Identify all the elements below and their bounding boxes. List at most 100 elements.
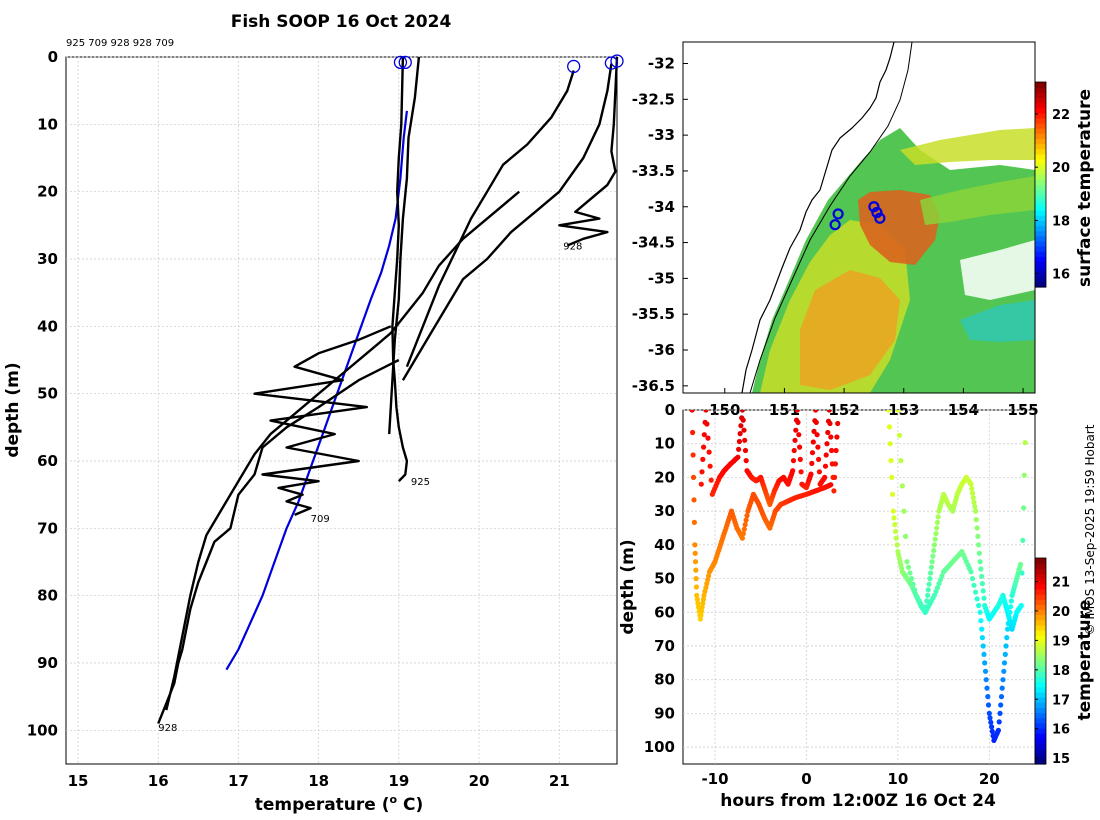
section-point [1017,561,1024,568]
section-point [736,438,743,445]
section-point [902,533,909,540]
temp-colorbar-swatch [1035,573,1046,580]
x-tick-label: 18 [308,772,329,790]
section-point [695,604,702,610]
profile-line-warm [558,56,619,247]
station-marker [868,201,880,213]
y-tick-label: 100 [27,721,58,739]
section-point [891,515,897,521]
lat-tick-label: -33.5 [632,162,675,180]
profile-line-warm2 [405,70,575,368]
y-tick-label: 20 [37,183,58,201]
profile-line-928b [165,190,520,711]
section-point [989,728,995,735]
sst-colorbar-tick-label: 20 [1052,161,1070,176]
section-point [979,573,985,579]
section-point [1005,620,1011,627]
section-point [698,612,704,618]
temp-colorbar-swatch [1035,697,1046,703]
sst-colorbar-swatch [1035,240,1046,247]
sst-colorbar-swatch [1035,220,1046,227]
temp-colorbar-swatch [1035,645,1046,652]
section-point [977,609,983,615]
sst-colorbar-swatch [1035,235,1046,242]
profile-x-axis-label: temperature (o C) [255,793,424,815]
sst-colorbar-swatch [1035,225,1046,232]
sst-colorbar-swatch [1035,97,1046,104]
section-point [930,553,936,559]
section-point [808,471,814,477]
sst-colorbar-swatch [1035,153,1046,160]
temp-colorbar-swatch [1035,609,1046,616]
section-point [740,417,746,423]
section-point [925,592,931,599]
sst-colorbar-swatch [1035,210,1046,216]
x-tick-label: 19 [388,772,409,790]
section-point [694,596,700,603]
section-point [833,447,839,454]
cloud-gap [960,240,1035,300]
station-marker [829,219,841,231]
section-point [901,508,907,514]
section-point [934,519,941,526]
sst-warm-filament [920,176,1035,225]
section-point [976,602,982,609]
section-point [736,446,742,452]
y-tick-label: 60 [37,452,58,470]
section-point [905,564,912,570]
section-point [933,588,939,595]
profile-label: 928 [158,723,177,734]
section-point [968,569,974,575]
section-point [979,581,986,587]
y-tick-label: 90 [654,704,675,722]
section-point [931,592,938,599]
section-point [829,447,835,454]
profile-line-925b [388,56,421,435]
temp-colorbar-swatch [1035,655,1046,662]
section-point [933,531,939,537]
section-point [892,522,898,528]
section-point [969,486,975,492]
section-point [888,458,894,464]
temp-colorbar-swatch [1035,650,1046,657]
section-point [832,474,838,480]
section-point [889,491,896,497]
section-point [824,441,830,447]
section-point [737,431,743,437]
section-point [996,719,1002,725]
section-point [689,410,695,413]
section-point [982,668,989,674]
temp-colorbar-swatch [1035,563,1046,569]
sst-colorbar-swatch [1035,112,1046,119]
section-point [835,420,841,427]
temp-colorbar-swatch [1035,676,1046,683]
section-point [899,483,906,489]
section-point [898,458,904,464]
sst-colorbar-swatch [1035,205,1046,211]
section-point [934,525,940,531]
sst-colorbar-swatch [1035,82,1046,88]
temp-colorbar-swatch [1035,738,1046,744]
section-point [797,456,803,462]
sst-north-filament [900,128,1035,165]
profile-line-928a [157,358,400,725]
section-point [798,469,804,475]
surface-marker [610,54,624,68]
temp-colorbar-tick-label: 15 [1052,752,1070,767]
temp-colorbar-tick-label: 18 [1052,664,1070,679]
section-point [926,581,932,587]
section-point [1022,440,1028,446]
section-point [706,573,712,579]
temp-colorbar-swatch [1035,691,1046,698]
section-point [890,508,896,514]
x-tick-label: 10 [887,770,908,788]
x-label-sup: o [390,793,398,806]
section-point [988,719,994,726]
section-point [699,608,705,614]
section-point [1008,598,1015,604]
section-point [735,454,741,460]
profile-axes-frame [65,56,618,765]
temp-colorbar-swatch [1035,753,1046,760]
section-point [939,573,945,579]
section-point [690,452,696,458]
